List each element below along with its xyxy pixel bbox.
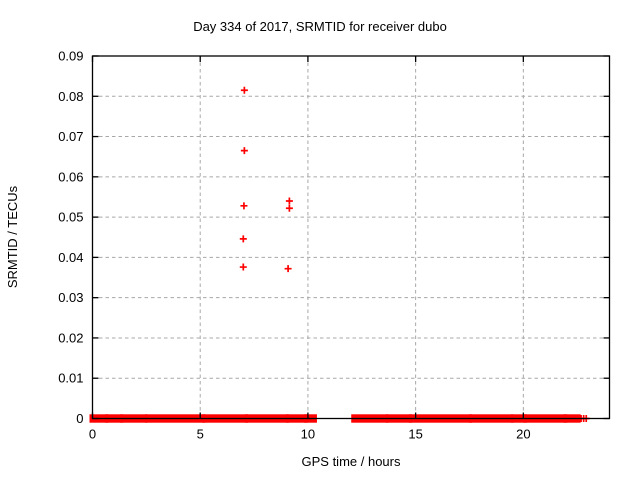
- data-point-marker: [240, 86, 248, 94]
- data-point-marker: [284, 265, 292, 273]
- y-tick-label: 0.08: [58, 89, 83, 104]
- x-tick-label: 0: [89, 427, 96, 442]
- x-tick-label: 15: [408, 427, 422, 442]
- plot-border: [91, 55, 611, 420]
- y-tick-label: 0.01: [58, 371, 83, 386]
- y-tick-label: 0.06: [58, 169, 83, 184]
- data-point-marker: [239, 263, 247, 271]
- y-axis-label: SRMTID / TECUs: [5, 185, 20, 288]
- y-tick-label: 0.05: [58, 210, 83, 225]
- data-point-marker: [285, 197, 293, 205]
- x-tick-label: 20: [516, 427, 530, 442]
- y-tick-label: 0.04: [58, 250, 83, 265]
- y-tick-label: 0.07: [58, 129, 83, 144]
- data-point-marker: [285, 204, 293, 212]
- y-tick-label: 0.09: [58, 49, 83, 64]
- x-tick-label: 5: [197, 427, 204, 442]
- data-point-marker: [240, 202, 248, 210]
- x-tick-label: 10: [301, 427, 315, 442]
- y-tick-label: 0.02: [58, 330, 83, 345]
- tick-labels: 0 0.01 0.02 0.03 0.04 0.05 0.06 0.07 0.08 0.09 0 5 1…: [58, 49, 530, 442]
- y-tick-label: 0: [76, 411, 83, 426]
- data-point-marker: [239, 235, 247, 243]
- grid-lines: [92, 56, 610, 419]
- data-point-marker: [240, 147, 248, 155]
- x-axis-label: GPS time / hours: [302, 454, 401, 469]
- axes-and-ticks: [91, 55, 611, 420]
- y-tick-label: 0.03: [58, 290, 83, 305]
- data-points: [89, 86, 590, 423]
- chart-title: Day 334 of 2017, SRMTID for receiver dub…: [193, 19, 447, 34]
